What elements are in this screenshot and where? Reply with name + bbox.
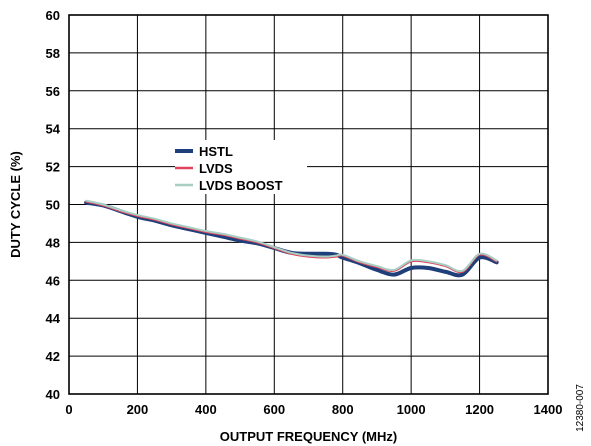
x-tick-label: 1200 (465, 402, 494, 417)
plot-frame (68, 14, 549, 395)
x-tick-label: 0 (65, 402, 72, 417)
y-tick-label: 54 (46, 122, 61, 137)
x-tick-label: 200 (127, 402, 149, 417)
y-tick-label: 48 (46, 235, 60, 250)
x-tick-label: 600 (263, 402, 285, 417)
figure-id: 12380-007 (575, 384, 586, 432)
legend-label-lvds-boost: LVDS BOOST (199, 178, 283, 193)
y-tick-label: 60 (46, 8, 60, 23)
tick-labels: 0 200 400 600 800 1000 1200 1400 40 42 44 46 48 50 52 5… (46, 8, 563, 417)
legend-label-lvds: LVDS (199, 161, 233, 176)
data-series (84, 199, 499, 278)
legend-label-hstl: HSTL (199, 144, 233, 159)
y-tick-label: 42 (46, 349, 60, 364)
y-tick-label: 58 (46, 46, 60, 61)
legend-box (175, 140, 307, 194)
legend: HSTL LVDS LVDS BOOST (175, 140, 307, 194)
x-axis-title: OUTPUT FREQUENCY (MHz) (220, 429, 397, 444)
y-tick-label: 40 (46, 387, 60, 402)
y-tick-label: 44 (46, 311, 61, 326)
x-tick-label: 1400 (534, 402, 563, 417)
grid-lines (68, 14, 549, 395)
x-tick-label: 400 (195, 402, 217, 417)
y-tick-label: 56 (46, 84, 60, 99)
x-tick-label: 1000 (397, 402, 426, 417)
x-tick-label: 800 (332, 402, 354, 417)
y-tick-label: 50 (46, 198, 60, 213)
series-line-lvds-boost (85, 199, 498, 273)
y-tick-label: 46 (46, 273, 60, 288)
y-tick-label: 52 (46, 160, 60, 175)
y-axis-title: DUTY CYCLE (%) (8, 151, 23, 258)
